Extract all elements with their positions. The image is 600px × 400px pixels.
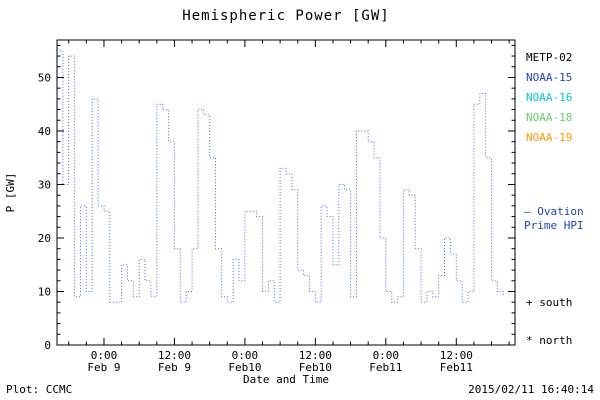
x-tick-label-date: Feb10 <box>299 361 332 374</box>
north-marker-label: * north <box>526 334 573 347</box>
y-tick-label: 30 <box>38 178 51 191</box>
x-tick-label-time: 12:00 <box>299 349 332 362</box>
y-tick-label: 40 <box>38 125 51 138</box>
hpi-series-line <box>57 50 504 303</box>
ovation-prime-hpi-label: — Ovation Prime HPI <box>524 205 584 233</box>
ovation-label-line1: — Ovation <box>524 205 584 218</box>
legend-item-noaa-15: NOAA-15 <box>526 71 573 84</box>
x-tick-label-time: 12:00 <box>158 349 191 362</box>
legend-item-noaa-16: NOAA-16 <box>526 91 573 104</box>
plot-credit: Plot: CCMC <box>6 383 73 396</box>
y-tick-label: 0 <box>44 339 51 352</box>
x-tick-label-time: 0:00 <box>232 349 259 362</box>
y-axis-label: P [GW] <box>4 173 17 213</box>
x-tick-label-date: Feb 9 <box>87 361 120 374</box>
timestamp: 2015/02/11 16:40:14 <box>468 383 594 396</box>
x-tick-label-time: 0:00 <box>373 349 400 362</box>
x-axis-label: Date and Time <box>243 373 329 386</box>
legend-item-noaa-18: NOAA-18 <box>526 111 573 124</box>
south-marker-label: + south <box>526 296 573 309</box>
x-tick-label-date: Feb11 <box>440 361 473 374</box>
y-tick-label: 50 <box>38 71 51 84</box>
x-tick-label-date: Feb11 <box>369 361 402 374</box>
legend-item-noaa-19: NOAA-19 <box>526 131 573 144</box>
y-tick-label: 20 <box>38 232 51 245</box>
x-tick-label-date: Feb10 <box>228 361 261 374</box>
x-tick-label-date: Feb 9 <box>158 361 191 374</box>
x-tick-label-time: 12:00 <box>440 349 473 362</box>
satellite-legend: METP-02 NOAA-15 NOAA-16 NOAA-18 NOAA-19 <box>526 48 572 148</box>
legend-item-metp-02: METP-02 <box>526 51 573 64</box>
y-tick-label: 10 <box>38 285 51 298</box>
plot-frame <box>56 39 516 346</box>
ovation-label-line2: Prime HPI <box>524 219 584 232</box>
x-tick-label-time: 0:00 <box>91 349 118 362</box>
chart-title: Hemispheric Power [GW] <box>182 8 390 24</box>
